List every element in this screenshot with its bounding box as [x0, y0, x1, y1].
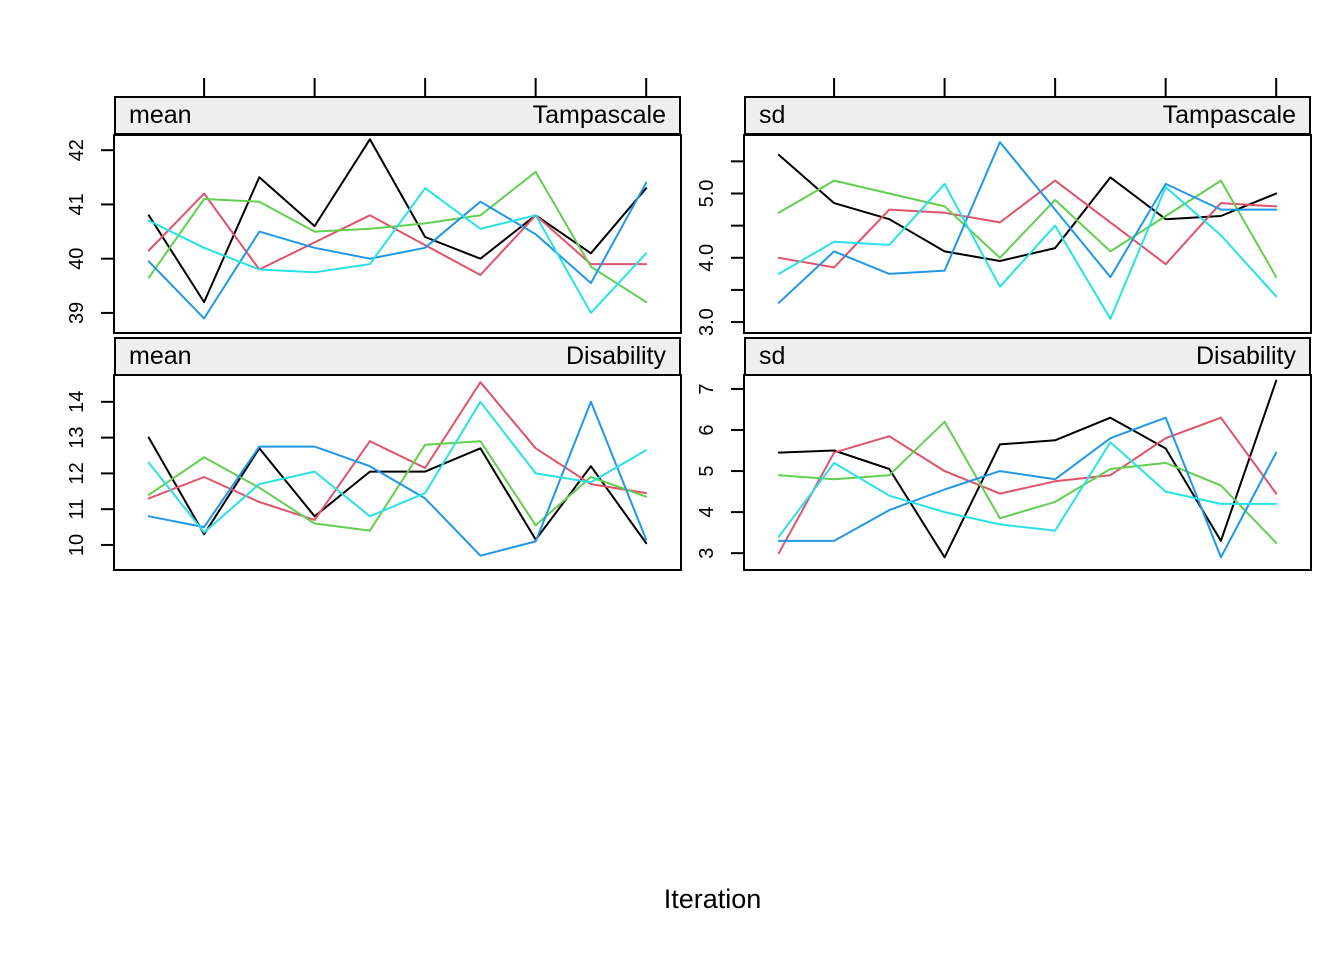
trace-line-chain-2	[147, 192, 648, 276]
svg-text:12: 12	[66, 462, 88, 484]
svg-text:41: 41	[66, 193, 88, 215]
svg-text:5: 5	[696, 466, 718, 477]
strip-stat-label: sd	[759, 101, 786, 129]
strip-stat-label: mean	[129, 101, 192, 129]
trace-line-chain-2	[777, 416, 1278, 555]
trace-line-chain-4	[777, 416, 1278, 559]
trace-line-chain-3	[777, 420, 1278, 544]
trace-line-chain-3	[147, 170, 648, 304]
svg-text:3.0: 3.0	[696, 308, 718, 336]
panel-plot-mean-tampascale: 39 40 41 42	[66, 78, 682, 334]
trace-line-chain-1	[777, 379, 1278, 559]
svg-text:39: 39	[66, 302, 88, 324]
trace-line-chain-1	[777, 153, 1278, 262]
trace-line-chain-2	[777, 179, 1278, 269]
panel-plot-sd-disability: 3 4 5 6 7	[696, 374, 1312, 571]
strip-stat-label: mean	[129, 342, 192, 370]
svg-text:40: 40	[66, 248, 88, 270]
svg-text:4: 4	[696, 507, 718, 518]
trace-line-chain-4	[147, 400, 648, 557]
svg-text:42: 42	[66, 139, 88, 161]
strip-stat-label: sd	[759, 342, 786, 370]
trace-line-chain-5	[777, 182, 1278, 320]
svg-text:7: 7	[696, 383, 718, 394]
svg-text:14: 14	[66, 391, 88, 413]
trace-line-chain-5	[147, 400, 648, 534]
strip-mean-tampascale: mean Tampascale	[114, 96, 681, 135]
strip-variable-label: Disability	[1195, 342, 1296, 370]
svg-text:6: 6	[696, 424, 718, 435]
strip-mean-disability: mean Disability	[114, 337, 681, 376]
svg-text:3: 3	[696, 548, 718, 559]
strip-variable-label: Disability	[565, 342, 666, 370]
panel-plot-mean-disability: 10 11 12 13 14	[66, 374, 682, 571]
svg-text:4.0: 4.0	[696, 244, 718, 272]
trace-line-chain-3	[147, 440, 648, 532]
panel-plot-sd-tampascale: 3.0 4.0 5.0	[696, 78, 1312, 336]
svg-text:13: 13	[66, 426, 88, 448]
trace-line-chain-1	[147, 436, 648, 545]
strip-sd-tampascale: sd Tampascale	[744, 96, 1311, 135]
trace-line-chain-3	[777, 179, 1278, 279]
strip-sd-disability: sd Disability	[744, 337, 1311, 376]
trace-line-chain-5	[147, 187, 648, 314]
trace-line-chain-4	[147, 181, 648, 320]
trace-line-chain-2	[147, 381, 648, 521]
svg-text:5.0: 5.0	[696, 180, 718, 208]
trace-line-chain-4	[777, 141, 1278, 304]
strip-variable-label: Tampascale	[532, 101, 666, 129]
x-axis-title: Iteration	[663, 884, 762, 914]
trace-line-chain-5	[777, 441, 1278, 538]
svg-text:10: 10	[66, 534, 88, 556]
trace-line-chain-1	[147, 138, 648, 304]
strip-variable-label: Tampascale	[1162, 101, 1296, 129]
svg-text:11: 11	[66, 499, 88, 520]
